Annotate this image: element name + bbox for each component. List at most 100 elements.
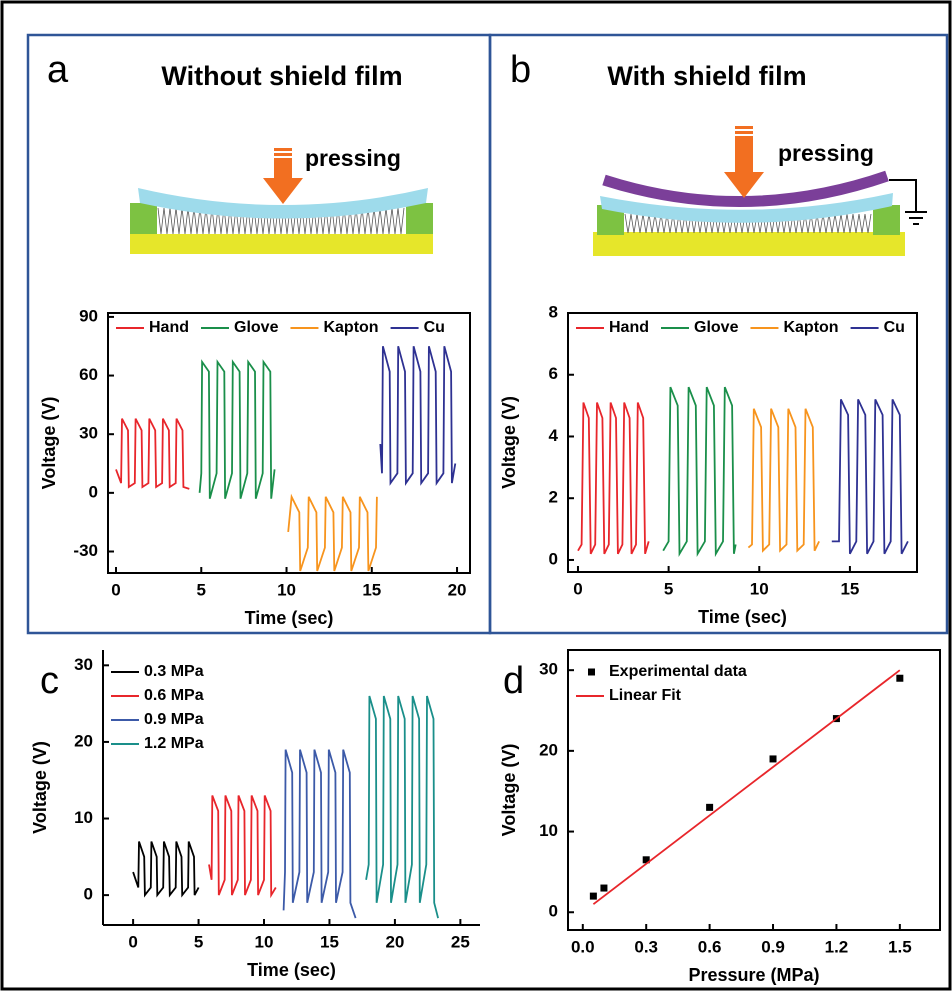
y-tick-label: 0	[549, 902, 558, 921]
legend-label: Kapton	[323, 319, 378, 336]
arrow-shaft	[735, 136, 753, 172]
series-line	[831, 399, 909, 555]
legend-label: Kapton	[783, 319, 838, 336]
data-point	[769, 755, 777, 763]
y-tick-label: 0	[89, 482, 98, 501]
y-tick-label: 30	[79, 424, 98, 443]
y-tick-label: 10	[539, 821, 558, 840]
series-line	[208, 795, 277, 899]
x-tick-label: 0.3	[634, 937, 658, 956]
legend-label: Linear Fit	[609, 687, 682, 704]
plot-frame	[567, 649, 941, 931]
legend-label: Cu	[884, 319, 905, 336]
arrow-stripe	[735, 131, 753, 134]
series-line	[287, 493, 378, 572]
legend-label: 0.3 MPa	[144, 663, 204, 680]
x-axis-label: Time (sec)	[245, 608, 334, 628]
legend-label: Experimental data	[609, 663, 747, 680]
spring	[624, 213, 872, 234]
y-tick-label: 4	[549, 426, 559, 445]
x-tick-label: 0.9	[761, 937, 785, 956]
x-tick-label: 10	[277, 580, 296, 599]
springs	[157, 207, 405, 235]
shield-film	[602, 170, 889, 207]
panel-b-border	[488, 33, 949, 635]
legend-label: Hand	[609, 319, 649, 336]
arrow-stripe	[735, 126, 753, 129]
y-tick-label: 30	[74, 655, 93, 674]
legend-label: 1.2 MPa	[144, 735, 204, 752]
series-line	[132, 841, 200, 898]
series-line	[747, 408, 820, 553]
diagram-a	[130, 148, 433, 254]
y-tick-label: 30	[539, 660, 558, 679]
panel-label: d	[503, 660, 524, 702]
x-tick-label: 5	[197, 580, 206, 599]
x-tick-label: 0	[573, 579, 582, 598]
x-axis-label: Time (sec)	[698, 607, 787, 627]
series-line	[592, 669, 901, 905]
y-tick-label: 0	[549, 549, 558, 568]
y-tick-label: 60	[79, 365, 98, 384]
arrow-head	[724, 172, 764, 198]
x-tick-label: 15	[320, 932, 339, 951]
data-point	[706, 803, 714, 811]
y-axis-label: Voltage (V)	[30, 741, 50, 834]
data-point	[896, 674, 904, 682]
legend-label: Glove	[694, 319, 739, 336]
x-axis-label: Time (sec)	[247, 960, 336, 980]
springs	[624, 213, 872, 234]
spring	[157, 207, 405, 235]
legend-label: 0.6 MPa	[144, 687, 204, 704]
plot-frame	[567, 312, 918, 573]
x-tick-label: 20	[448, 580, 467, 599]
x-tick-label: 15	[840, 579, 859, 598]
panel-label: b	[510, 49, 531, 91]
series-line	[577, 402, 650, 555]
annotation: pressing	[305, 145, 401, 171]
legend-label: Hand	[149, 319, 189, 336]
y-tick-label: 8	[549, 302, 558, 321]
legend-label: Cu	[424, 319, 445, 336]
x-tick-label: 0.0	[571, 937, 595, 956]
y-axis-label: Voltage (V)	[39, 397, 59, 490]
y-tick-label: 0	[84, 885, 93, 904]
series-line	[282, 749, 357, 919]
x-tick-label: 15	[362, 580, 381, 599]
x-tick-label: 0	[128, 932, 137, 951]
film	[600, 193, 893, 223]
x-tick-label: 5	[194, 932, 203, 951]
spacer	[130, 203, 157, 234]
x-tick-label: 10	[750, 579, 769, 598]
y-axis-label: Voltage (V)	[499, 396, 519, 489]
legend-swatch	[588, 668, 595, 676]
y-tick-label: 90	[79, 306, 98, 325]
y-tick-label: 2	[549, 488, 558, 507]
x-tick-label: 0.6	[698, 937, 722, 956]
x-tick-label: 0	[111, 580, 120, 599]
y-tick-label: 6	[549, 364, 558, 383]
diagram-b	[593, 126, 927, 256]
series-line	[379, 345, 457, 486]
x-tick-label: 1.5	[888, 937, 912, 956]
ground-wire	[889, 179, 917, 212]
y-tick-label: 20	[74, 731, 93, 750]
plot-frame	[107, 312, 471, 574]
data-point	[600, 884, 608, 892]
x-tick-label: 1.2	[825, 937, 849, 956]
series-line	[662, 386, 737, 558]
film	[138, 188, 428, 219]
substrate	[130, 234, 433, 254]
series-line	[365, 695, 439, 919]
x-tick-label: 5	[664, 579, 673, 598]
spacer	[406, 203, 433, 234]
panel-label: c	[40, 660, 59, 702]
data-point	[589, 892, 597, 900]
legend-label: 0.9 MPa	[144, 711, 204, 728]
panel-title: Without shield film	[161, 61, 402, 91]
annotation: pressing	[778, 140, 874, 166]
panel-title: With shield film	[607, 61, 806, 91]
x-tick-label: 10	[255, 932, 274, 951]
